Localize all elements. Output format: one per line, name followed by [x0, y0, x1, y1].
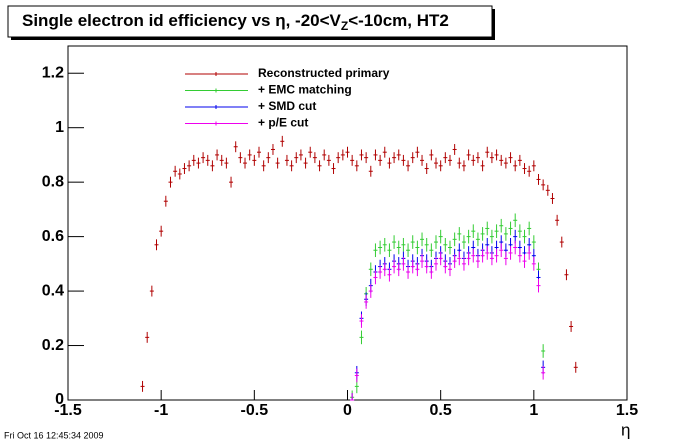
x-tick-label: -1.5	[54, 402, 82, 419]
title-text: <-10cm, HT2	[348, 11, 449, 30]
y-tick-label: 0.4	[42, 282, 64, 299]
legend-label: + EMC matching	[258, 83, 352, 97]
legend-label: + p/E cut	[258, 116, 308, 130]
title-text: Single electron id efficiency vs η, -20<…	[22, 11, 342, 30]
y-tick-label: 0.2	[42, 337, 64, 354]
x-tick-label: -1	[154, 402, 168, 419]
x-tick-label: 1	[529, 402, 538, 419]
legend-label: + SMD cut	[258, 99, 316, 113]
x-axis-label: η	[621, 420, 630, 439]
x-tick-label: 1.5	[616, 402, 638, 419]
legend-label: Reconstructed primary	[258, 66, 390, 80]
x-tick-label: 0	[343, 402, 352, 419]
x-tick-label: -0.5	[241, 402, 269, 419]
title-box	[7, 5, 493, 38]
x-tick-label: 0.5	[430, 402, 452, 419]
y-tick-label: 1.2	[42, 64, 64, 81]
y-tick-label: 0.6	[42, 228, 64, 245]
y-tick-label: 0	[55, 391, 64, 408]
y-tick-label: 1	[55, 119, 64, 136]
y-tick-label: 0.8	[42, 173, 64, 190]
chart-title: Single electron id efficiency vs η, -20<…	[22, 11, 449, 33]
title-subscript: Z	[341, 19, 348, 33]
footer-date: Fri Oct 16 12:45:34 2009	[4, 430, 104, 440]
